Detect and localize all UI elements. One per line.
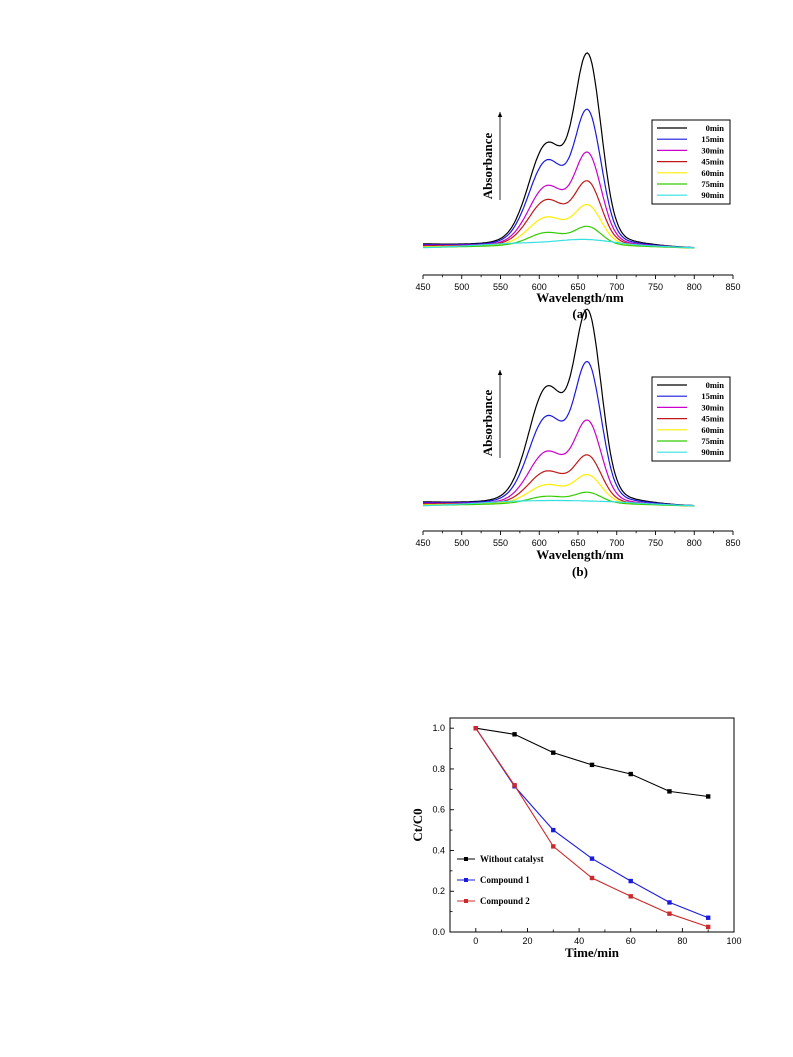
legend-label: Compound 1 bbox=[480, 875, 530, 885]
x-tick-label: 100 bbox=[726, 936, 741, 946]
y-tick-label: 0.2 bbox=[432, 886, 445, 896]
legend-swatch-marker bbox=[464, 878, 468, 882]
x-tick-label: 0 bbox=[473, 936, 478, 946]
data-point bbox=[705, 924, 711, 930]
y-tick-label: 0.4 bbox=[432, 845, 445, 855]
x-tick-label: 800 bbox=[687, 282, 702, 292]
spectrum-line-90min bbox=[423, 238, 695, 249]
data-point bbox=[628, 894, 633, 899]
spectrum-line-60min bbox=[423, 204, 695, 249]
legend-label: 90min bbox=[701, 447, 724, 457]
y-axis-label: Absorbance bbox=[480, 133, 495, 200]
spectrum-line-15min bbox=[423, 360, 695, 507]
legend-label: 45min bbox=[701, 157, 724, 167]
y-axis-label: Absorbance bbox=[480, 390, 495, 457]
x-axis-label: Time/min bbox=[565, 945, 620, 960]
legend-label: Compound 2 bbox=[480, 896, 530, 906]
x-tick-label: 600 bbox=[532, 538, 547, 548]
data-point bbox=[705, 915, 711, 920]
legend-label: 0min bbox=[706, 380, 725, 390]
legend-label: 90min bbox=[701, 190, 724, 200]
x-tick-label: 700 bbox=[609, 282, 624, 292]
legend-label: 0min bbox=[706, 123, 725, 133]
y-axis-arrow-head bbox=[497, 370, 503, 375]
spectrum-line-90min bbox=[423, 499, 695, 507]
legend-label: 15min bbox=[701, 134, 724, 144]
data-point bbox=[589, 856, 595, 861]
plot-frame bbox=[449, 717, 735, 933]
data-point bbox=[512, 783, 517, 788]
legend-label: 45min bbox=[701, 414, 724, 424]
y-tick-label: 0.8 bbox=[432, 764, 445, 774]
data-point bbox=[589, 762, 595, 768]
data-point bbox=[667, 789, 672, 794]
x-tick-label: 60 bbox=[626, 936, 636, 946]
legend-label: 75min bbox=[701, 436, 724, 446]
series-line-1 bbox=[475, 727, 709, 919]
x-axis-label: Wavelength/nm bbox=[536, 547, 624, 562]
x-tick-label: 40 bbox=[574, 936, 584, 946]
y-axis-label: Ct/C0 bbox=[410, 808, 425, 841]
legend-label: Without catalyst bbox=[480, 854, 544, 864]
x-tick-label: 800 bbox=[687, 538, 702, 548]
legend-label: 60min bbox=[701, 168, 724, 178]
x-tick-label: 450 bbox=[415, 282, 430, 292]
panel-label: (a) bbox=[572, 306, 587, 321]
legend-label: 75min bbox=[701, 179, 724, 189]
data-point bbox=[628, 771, 633, 777]
legend-label: 30min bbox=[701, 145, 724, 155]
legend-label: 60min bbox=[701, 425, 724, 435]
data-point bbox=[667, 900, 672, 905]
legend-label: 30min bbox=[701, 402, 724, 412]
x-tick-label: 500 bbox=[454, 282, 469, 292]
legend-swatch-marker bbox=[464, 899, 468, 903]
x-tick-label: 500 bbox=[454, 538, 469, 548]
x-tick-label: 20 bbox=[522, 936, 532, 946]
spectrum-panel-b: Absorbance 450 500 550 600 650 700 750 800 850 Wav… bbox=[415, 308, 741, 579]
legend-label: 15min bbox=[701, 391, 724, 401]
y-tick-label: 0.6 bbox=[432, 805, 445, 815]
x-tick-label: 750 bbox=[648, 538, 663, 548]
x-tick-label: 80 bbox=[677, 936, 687, 946]
x-tick-label: 650 bbox=[570, 538, 585, 548]
spectrum-line-0min bbox=[423, 52, 695, 249]
legend: Without catalyst Compound 1 Compound 2 bbox=[457, 854, 544, 906]
x-tick-label: 750 bbox=[648, 282, 663, 292]
data-point bbox=[551, 750, 556, 755]
series-line-0 bbox=[475, 727, 709, 798]
spectrum-line-45min bbox=[423, 454, 695, 507]
panel-label: (b) bbox=[572, 564, 588, 579]
kinetics-panel: 0 20 40 60 80 100 0.0 0.2 0.4 0.6 0.8 1.0 Time/min Ct… bbox=[410, 717, 742, 960]
x-tick-label: 650 bbox=[570, 282, 585, 292]
spectrum-line-75min bbox=[423, 491, 695, 507]
legend-swatch-marker bbox=[464, 857, 468, 861]
data-point bbox=[667, 911, 672, 916]
spectrum-line-0min bbox=[423, 308, 695, 507]
spectrum-panel-a: Absorbance 450 500 550 600 650 700 750 800 850 Wav… bbox=[415, 52, 741, 321]
spectrum-line-75min bbox=[423, 225, 695, 249]
x-tick-label: 550 bbox=[493, 538, 508, 548]
x-tick-label: 700 bbox=[609, 538, 624, 548]
data-point bbox=[551, 827, 556, 833]
data-point bbox=[551, 844, 556, 849]
data-point bbox=[512, 732, 517, 737]
data-point bbox=[628, 878, 633, 884]
spectrum-line-60min bbox=[423, 474, 695, 507]
y-axis-arrow-head bbox=[497, 112, 503, 117]
data-point bbox=[473, 725, 479, 731]
data-point bbox=[705, 794, 711, 799]
x-tick-label: 450 bbox=[415, 538, 430, 548]
data-point bbox=[589, 875, 595, 881]
x-tick-label: 850 bbox=[725, 538, 740, 548]
y-tick-label: 0.0 bbox=[432, 927, 445, 937]
x-tick-label: 550 bbox=[493, 282, 508, 292]
y-tick-label: 1.0 bbox=[432, 723, 445, 733]
x-tick-label: 600 bbox=[532, 282, 547, 292]
x-tick-label: 850 bbox=[725, 282, 740, 292]
x-axis-label: Wavelength/nm bbox=[536, 290, 624, 305]
